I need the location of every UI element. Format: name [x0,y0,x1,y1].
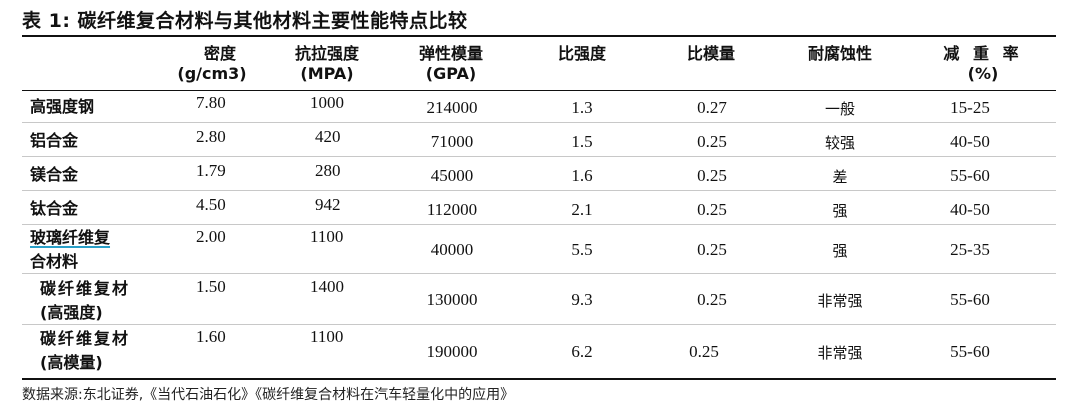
row-name: 钛合金 [30,199,79,218]
row-separator [22,122,1056,123]
cell-spec-modulus: 0.25 [697,240,727,259]
row-name: 玻璃纤维复 [30,228,111,247]
cell-corrosion: 强 [832,242,848,260]
cell-tensile: 420 [315,127,341,146]
cell-corrosion: 较强 [824,134,856,152]
row-name: 碳纤维复材 [40,279,131,298]
cell-spec-strength: 1.5 [571,132,593,151]
cell-spec-modulus: 0.25 [689,342,719,361]
row-name-line2: (高强度) [40,303,103,322]
header-density-unit: (g/cm3) [177,64,247,83]
cell-tensile: 1100 [310,327,344,346]
cell-density: 1.50 [196,277,226,296]
cell-density: 7.80 [196,93,226,112]
cell-modulus: 112000 [426,200,478,219]
header-tensile-unit: (MPA) [300,64,354,83]
row-separator [22,190,1056,191]
row-name-line2: (高模量) [40,353,103,372]
row-name: 碳纤维复材 [40,329,131,348]
cell-modulus: 40000 [430,240,474,259]
row-separator [22,156,1056,157]
cell-tensile: 942 [315,195,341,214]
cell-modulus: 130000 [426,290,478,309]
cell-weight-reduction: 25-35 [950,240,990,259]
cell-corrosion: 差 [832,168,848,186]
header-rule [22,90,1056,91]
cell-corrosion: 强 [832,202,848,220]
cell-weight-reduction: 40-50 [950,200,990,219]
cell-spec-strength: 9.3 [571,290,593,309]
cell-spec-modulus: 0.25 [697,166,727,185]
cell-weight-reduction: 15-25 [950,98,990,117]
header-density: 密度 [203,44,237,63]
header-specific-strength: 比强度 [557,44,607,63]
table-title: 表 1: 碳纤维复合材料与其他材料主要性能特点比较 [22,10,468,32]
header-weight-reduction-unit: (%) [967,64,999,83]
cell-tensile: 1100 [310,227,344,246]
cell-spec-modulus: 0.25 [697,200,727,219]
cell-spec-strength: 1.6 [571,166,593,185]
cell-density: 1.60 [196,327,226,346]
cell-modulus: 45000 [430,166,474,185]
cell-corrosion: 一般 [824,100,856,118]
top-rule [22,35,1056,37]
source-note: 数据来源:东北证券,《当代石油石化》《碳纤维复合材料在汽车轻量化中的应用》 [22,387,515,403]
cell-modulus: 190000 [426,342,478,361]
cell-spec-strength: 6.2 [571,342,593,361]
cell-density: 2.00 [196,227,226,246]
cell-spec-strength: 5.5 [571,240,593,259]
row-name-line2: 合材料 [30,252,79,271]
row-name: 高强度钢 [30,97,95,116]
cell-modulus: 71000 [430,132,474,151]
cell-spec-strength: 2.1 [571,200,593,219]
cell-weight-reduction: 55-60 [950,290,990,309]
cell-weight-reduction: 55-60 [950,166,990,185]
cell-weight-reduction: 55-60 [950,342,990,361]
bottom-rule [22,378,1056,380]
cell-spec-strength: 1.3 [571,98,593,117]
header-specific-modulus: 比模量 [686,44,736,63]
row-separator [22,324,1056,325]
cell-density: 4.50 [196,195,226,214]
cell-tensile: 1000 [310,93,344,112]
cell-density: 2.80 [196,127,226,146]
row-name: 镁合金 [30,165,79,184]
cell-spec-modulus: 0.25 [697,290,727,309]
header-corrosion: 耐腐蚀性 [807,44,873,63]
row-name: 铝合金 [30,131,79,150]
header-tensile: 抗拉强度 [294,44,360,63]
header-modulus-unit: (GPA) [425,64,477,83]
row-separator [22,273,1056,274]
cell-tensile: 1400 [310,277,344,296]
cell-spec-modulus: 0.25 [697,132,727,151]
cell-density: 1.79 [196,161,226,180]
header-weight-reduction: 减 重 率 [943,44,1023,63]
cell-weight-reduction: 40-50 [950,132,990,151]
row-separator [22,224,1056,225]
cell-spec-modulus: 0.27 [697,98,727,117]
cell-tensile: 280 [315,161,341,180]
header-modulus: 弹性模量 [418,44,484,63]
cell-modulus: 214000 [426,98,478,117]
cell-corrosion: 非常强 [817,292,863,310]
cell-corrosion: 非常强 [817,344,863,362]
